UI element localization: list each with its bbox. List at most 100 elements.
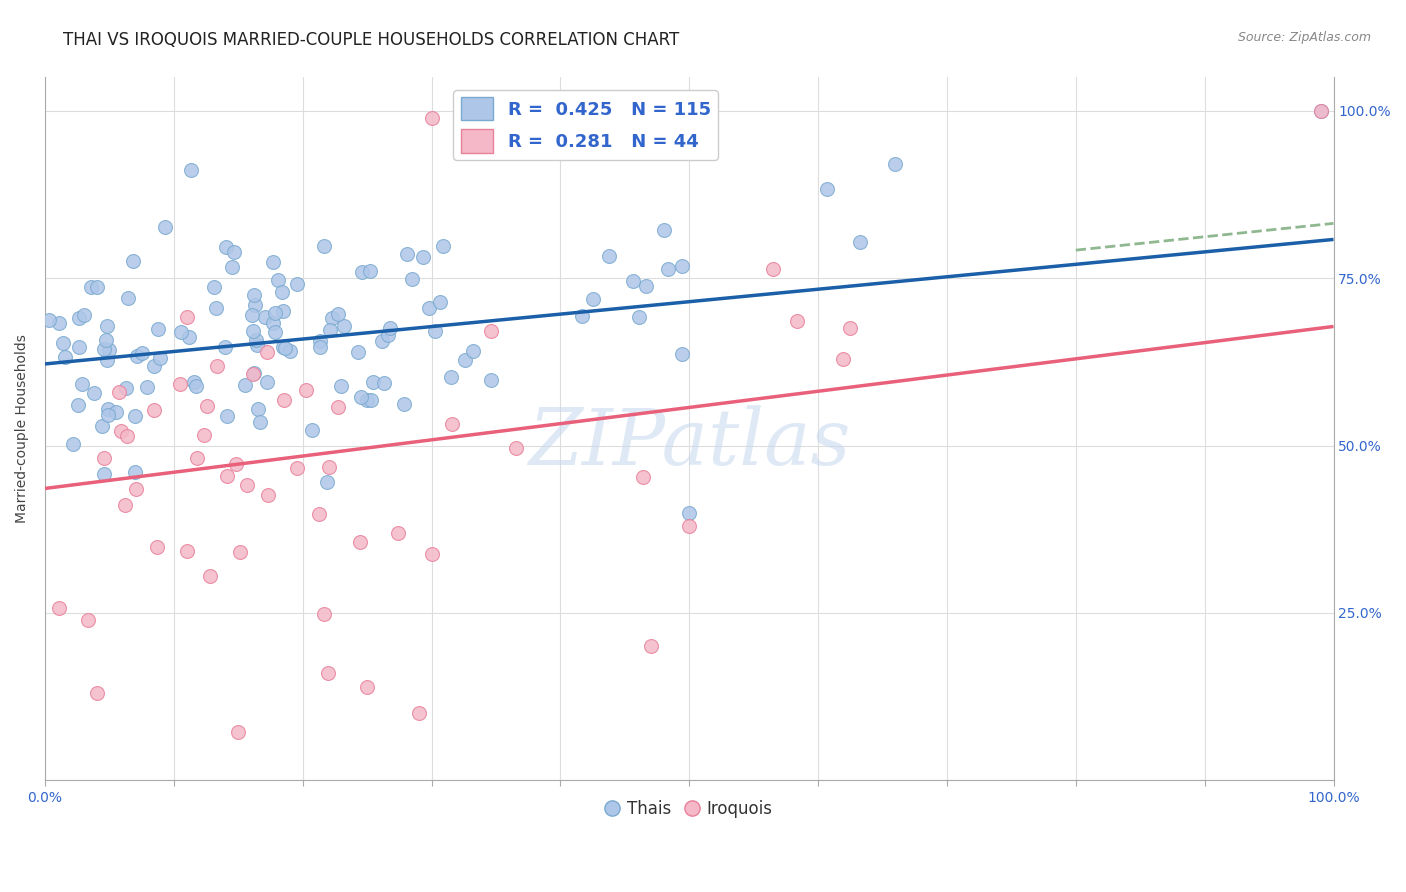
Point	[204, 301, 226, 315]
Point	[246, 402, 269, 417]
Point	[121, 253, 143, 268]
Point	[256, 488, 278, 502]
Point	[849, 235, 872, 250]
Point	[245, 334, 267, 348]
Point	[273, 341, 295, 355]
Point	[86, 280, 108, 294]
Point	[249, 415, 271, 429]
Legend: Thais, Iroquois: Thais, Iroquois	[599, 793, 779, 825]
Point	[48, 316, 70, 330]
Point	[582, 293, 605, 307]
Point	[93, 342, 115, 356]
Point	[225, 458, 247, 472]
Point	[107, 385, 129, 400]
Point	[73, 308, 96, 322]
Point	[347, 344, 370, 359]
Point	[183, 375, 205, 389]
Point	[93, 467, 115, 481]
Point	[254, 310, 277, 325]
Point	[256, 345, 278, 359]
Point	[412, 250, 434, 264]
Point	[214, 340, 236, 354]
Point	[94, 333, 117, 347]
Point	[333, 319, 356, 334]
Point	[314, 239, 336, 253]
Point	[77, 613, 100, 627]
Point	[221, 260, 243, 274]
Point	[401, 272, 423, 286]
Point	[640, 640, 662, 654]
Point	[294, 383, 316, 397]
Point	[271, 304, 294, 318]
Point	[90, 418, 112, 433]
Point	[52, 335, 75, 350]
Point	[266, 272, 288, 286]
Point	[627, 310, 650, 325]
Point	[97, 409, 120, 423]
Point	[321, 311, 343, 326]
Point	[884, 157, 907, 171]
Point	[429, 295, 451, 310]
Point	[124, 482, 146, 496]
Point	[420, 111, 443, 125]
Point	[352, 265, 374, 279]
Point	[186, 450, 208, 465]
Point	[53, 351, 76, 365]
Point	[418, 301, 440, 316]
Point	[169, 325, 191, 339]
Point	[396, 246, 419, 260]
Point	[96, 352, 118, 367]
Point	[264, 325, 287, 339]
Point	[461, 343, 484, 358]
Point	[246, 337, 269, 351]
Point	[242, 367, 264, 381]
Point	[271, 285, 294, 299]
Point	[236, 478, 259, 492]
Point	[440, 417, 463, 431]
Point	[240, 308, 263, 322]
Point	[671, 347, 693, 361]
Point	[329, 378, 352, 392]
Point	[105, 405, 128, 419]
Point	[96, 318, 118, 333]
Point	[195, 399, 218, 413]
Point	[262, 316, 284, 330]
Text: THAI VS IROQUOIS MARRIED-COUPLE HOUSEHOLDS CORRELATION CHART: THAI VS IROQUOIS MARRIED-COUPLE HOUSEHOL…	[63, 31, 679, 49]
Point	[153, 220, 176, 235]
Point	[215, 239, 238, 253]
Point	[838, 321, 860, 335]
Point	[117, 428, 139, 442]
Point	[217, 409, 239, 424]
Point	[326, 400, 349, 414]
Point	[505, 441, 527, 455]
Point	[110, 424, 132, 438]
Point	[319, 323, 342, 337]
Point	[392, 397, 415, 411]
Point	[308, 334, 330, 349]
Point	[83, 385, 105, 400]
Point	[228, 725, 250, 739]
Point	[1309, 103, 1331, 118]
Point	[633, 470, 655, 484]
Point	[222, 245, 245, 260]
Point	[479, 373, 502, 387]
Point	[93, 450, 115, 465]
Point	[146, 321, 169, 335]
Point	[432, 239, 454, 253]
Point	[408, 706, 430, 721]
Point	[370, 334, 392, 348]
Point	[124, 466, 146, 480]
Point	[86, 686, 108, 700]
Point	[115, 382, 138, 396]
Point	[361, 376, 384, 390]
Point	[146, 541, 169, 555]
Point	[309, 340, 332, 354]
Point	[652, 223, 675, 237]
Point	[356, 393, 378, 408]
Point	[117, 291, 139, 305]
Point	[176, 544, 198, 558]
Point	[350, 391, 373, 405]
Point	[636, 279, 658, 293]
Point	[271, 340, 294, 354]
Point	[205, 359, 228, 373]
